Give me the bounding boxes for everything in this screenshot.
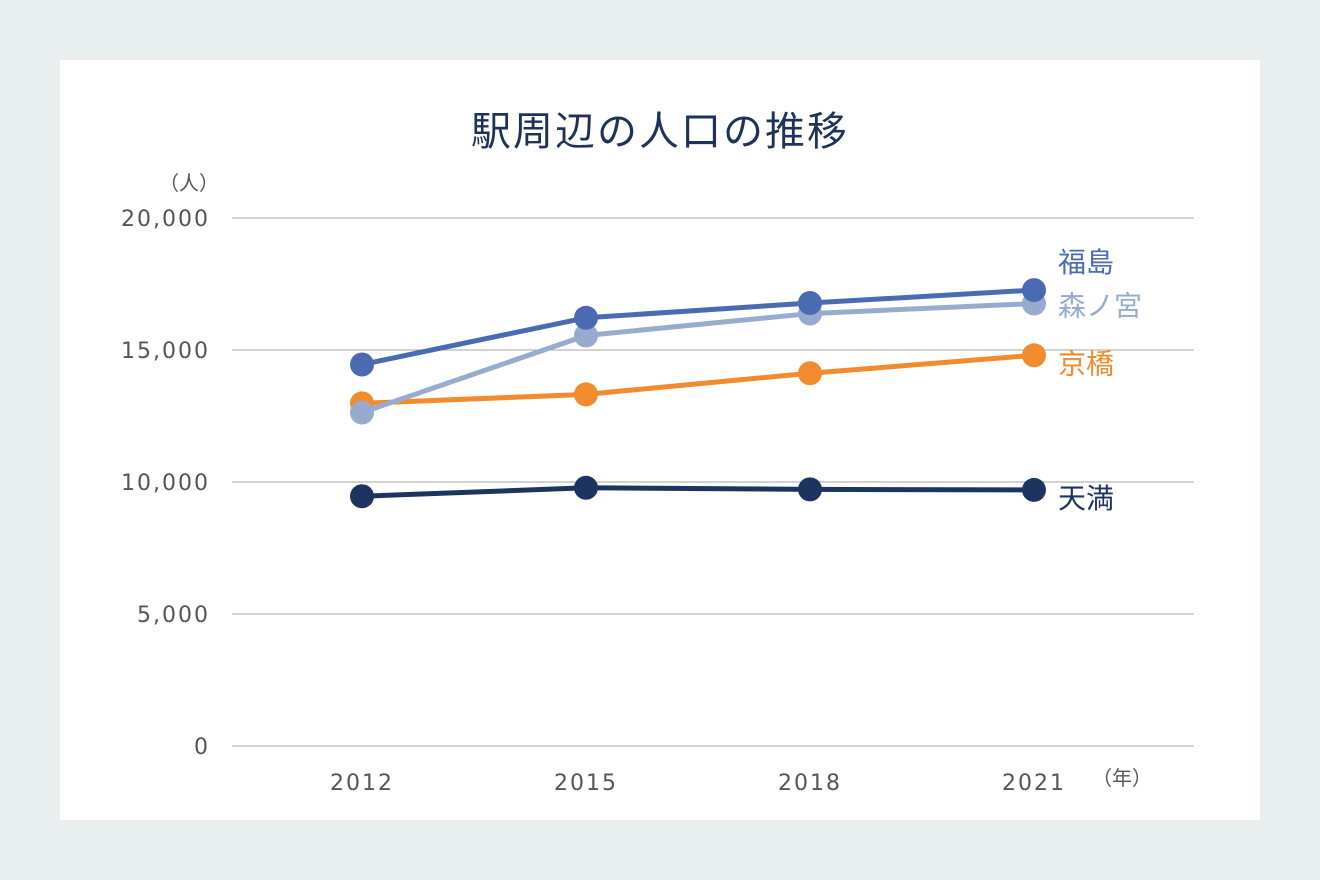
x-tick-label: 2021 [1002,771,1066,796]
series-lines [350,278,1046,509]
y-tick-label: 0 [194,735,210,760]
data-point [1022,343,1046,368]
x-tick-label: 2015 [554,771,618,796]
data-point [1022,278,1046,303]
data-point [574,382,598,407]
y-tick-label: 5,000 [137,603,210,628]
data-point [574,305,598,330]
chart-title: 駅周辺の人口の推移 [471,109,849,155]
series-line [361,352,1035,406]
data-point [574,323,598,348]
data-point [350,352,374,377]
y-tick-label: 15,000 [121,339,210,364]
series-福島 [350,278,1046,377]
series-label: 森ノ宮 [1058,290,1142,323]
y-axis-unit: （人） [159,171,219,195]
data-point [350,484,374,509]
series-label: 天満 [1058,482,1114,515]
y-tick-label: 10,000 [121,471,210,496]
series-line [361,301,1035,415]
x-axis-unit: （年） [1092,766,1152,790]
data-point [574,475,598,500]
data-point [350,400,374,425]
data-point [1022,477,1046,502]
series-label: 福島 [1058,246,1114,279]
series-line [361,485,1035,499]
series-label: 京橋 [1058,347,1114,380]
series-line [361,287,1035,367]
gridlines [232,217,1194,747]
chart-card: 駅周辺の人口の推移 （人） （年） 0 5,000 10,000 15,000 20,0… [60,60,1260,820]
y-axis-ticks: 0 5,000 10,000 15,000 20,000 [121,207,210,760]
line-chart: 駅周辺の人口の推移 （人） （年） 0 5,000 10,000 15,000 20,0… [121,109,1194,796]
data-point [798,477,822,502]
y-tick-label: 20,000 [121,207,210,232]
data-point [798,361,822,386]
x-tick-label: 2012 [330,771,394,796]
x-axis-ticks: 2012 2015 2018 2021 [330,771,1066,796]
data-point [798,291,822,316]
x-tick-label: 2018 [778,771,842,796]
series-天満 [350,475,1046,509]
